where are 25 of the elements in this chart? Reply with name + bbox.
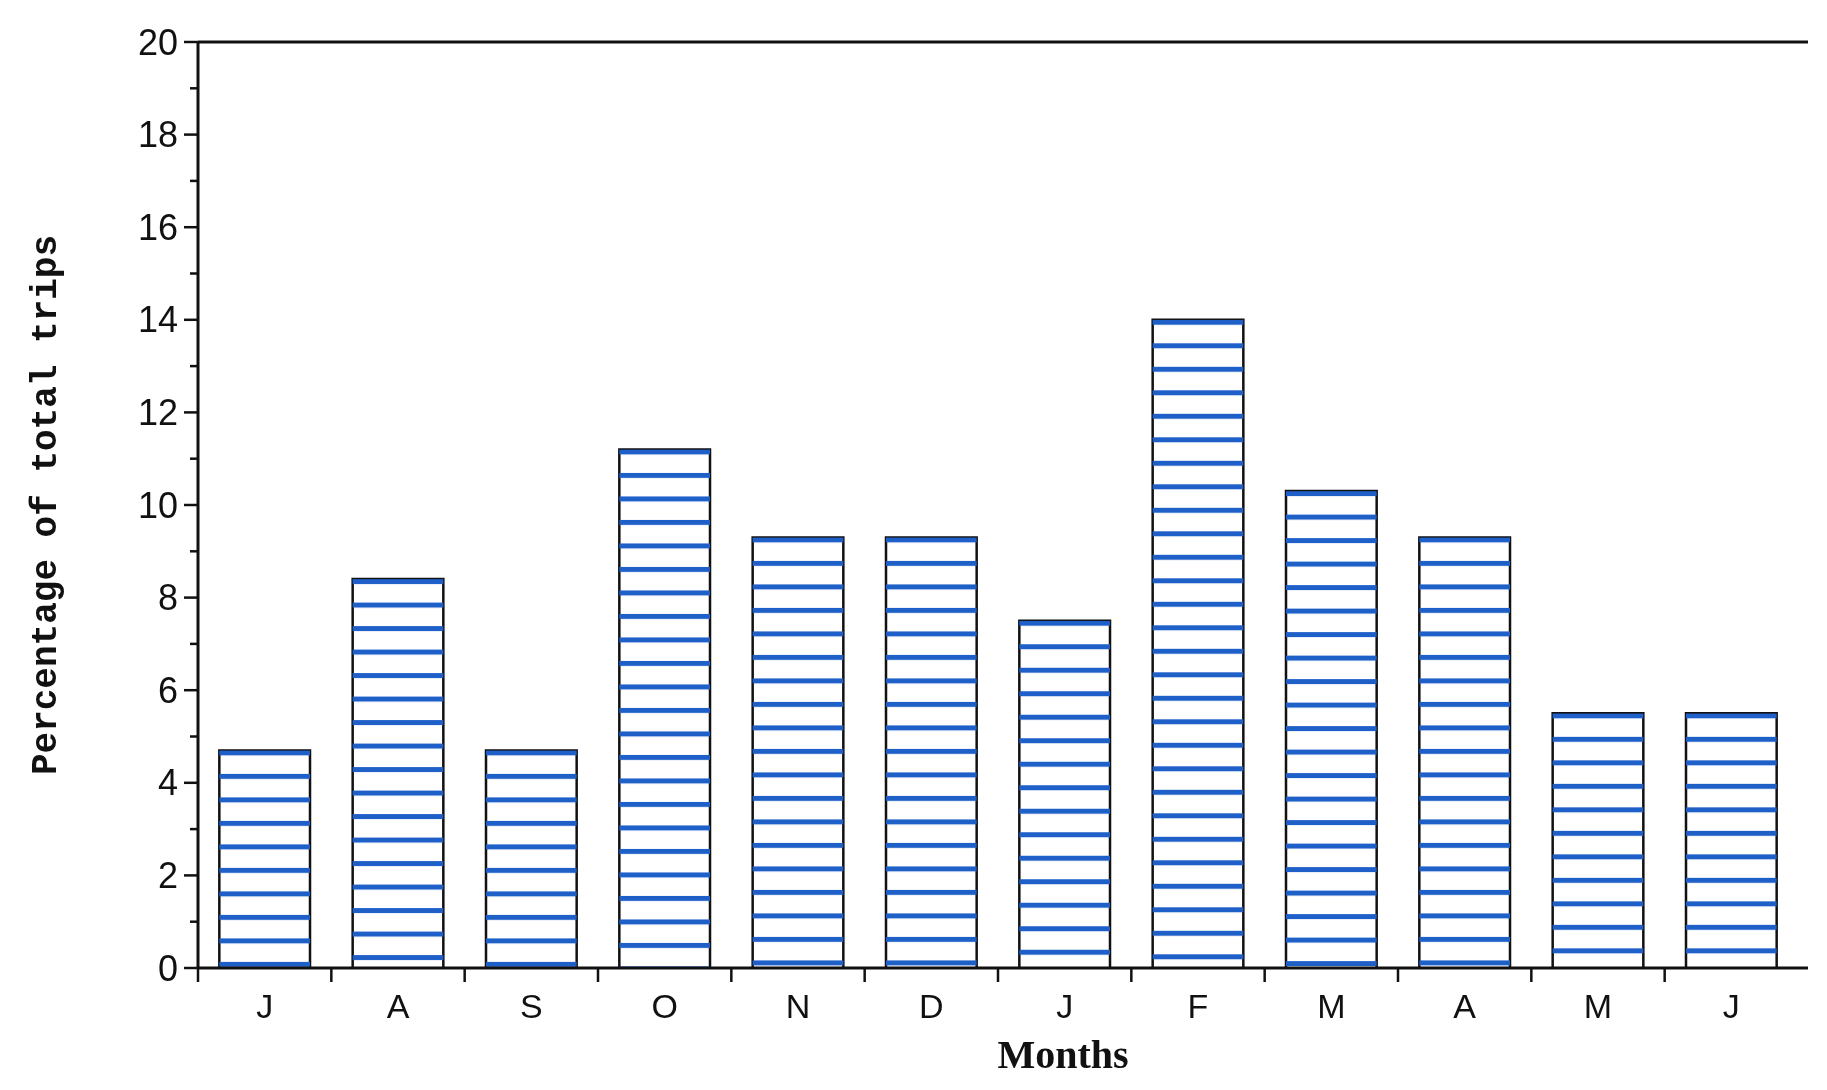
y-tick-label: 8 <box>157 577 178 619</box>
x-tick-label: J <box>1056 987 1074 1025</box>
x-tick-label: O <box>651 987 678 1025</box>
y-tick-label: 18 <box>137 114 178 156</box>
x-tick-label: A <box>1453 987 1477 1025</box>
y-tick-label: 12 <box>137 392 178 433</box>
y-tick-label: 16 <box>137 206 178 248</box>
x-tick-label: J <box>1722 987 1740 1025</box>
x-axis-title: Months <box>997 1032 1129 1077</box>
y-tick-label: 4 <box>157 762 178 804</box>
x-tick-label: N <box>785 987 811 1025</box>
y-tick-label: 6 <box>157 669 178 711</box>
y-tick-label: 10 <box>137 484 178 526</box>
x-tick-label: M <box>1317 987 1346 1025</box>
y-tick-label: 14 <box>137 299 178 341</box>
y-tick-label: 20 <box>137 21 178 63</box>
y-tick-label: 0 <box>157 947 178 989</box>
y-axis-title: Percentage of total trips <box>26 234 67 776</box>
x-tick-label: F <box>1187 987 1209 1025</box>
x-tick-label: A <box>386 987 410 1025</box>
x-tick-label: D <box>919 987 944 1025</box>
y-tick-label: 2 <box>157 855 178 896</box>
x-tick-label: M <box>1583 987 1613 1025</box>
x-tick-label: J <box>256 987 274 1025</box>
x-tick-label: S <box>519 987 543 1025</box>
